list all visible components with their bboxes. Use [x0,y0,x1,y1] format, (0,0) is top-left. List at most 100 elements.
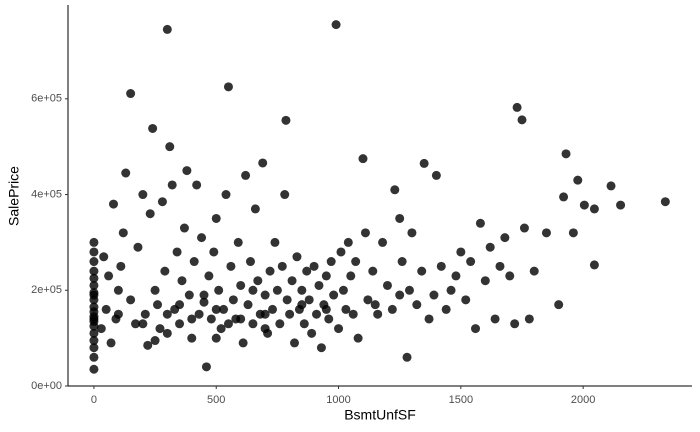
point [162,309,172,319]
point [223,319,233,329]
point [505,271,515,281]
point [395,290,405,300]
point [512,102,522,112]
point [554,300,564,310]
point [338,285,348,295]
point [331,20,341,30]
x-tick-label: 1500 [449,394,473,406]
point [211,333,221,343]
point [495,261,505,271]
point [277,261,287,271]
point [260,309,270,319]
point [155,324,165,334]
point [267,304,277,314]
point [157,197,167,207]
point [446,285,456,295]
point [334,324,344,334]
point [160,266,170,276]
point [407,228,417,238]
point [126,295,136,305]
point [285,309,295,319]
point [307,328,317,338]
x-axis-title: BsmtUnfSF [344,407,416,423]
point [417,266,427,276]
point [89,352,99,362]
point [89,280,99,290]
point [172,247,182,257]
point [179,223,189,233]
point [126,89,136,99]
point [248,285,258,295]
point [108,199,118,209]
point [363,295,373,305]
point [165,142,175,152]
y-tick-label: 4e+05 [31,188,62,200]
point [221,190,231,200]
point [309,261,319,271]
point [395,213,405,223]
point [500,233,510,243]
point [431,170,441,180]
point [297,300,307,310]
point [412,300,422,310]
point [214,285,224,295]
point [517,115,527,125]
point [143,340,153,350]
point [282,295,292,305]
y-tick-label: 6e+05 [31,93,62,105]
point [387,304,397,314]
y-tick-label: 0e+00 [31,380,62,392]
point [133,242,143,252]
point [99,252,109,262]
point [89,266,99,276]
point [187,314,197,324]
point [177,276,187,286]
point [131,319,141,329]
x-tick-label: 2000 [571,394,595,406]
point [238,338,248,348]
point [201,362,211,372]
point [348,309,358,319]
point [368,266,378,276]
point [346,271,356,281]
point [245,257,255,267]
point [616,200,626,210]
point [424,314,434,324]
point [236,314,246,324]
y-axis-title: SalePrice [6,166,22,226]
point [390,185,400,195]
point [233,237,243,247]
point [589,260,599,270]
point [211,304,221,314]
point [270,237,280,247]
point [351,257,361,267]
point [358,154,368,164]
point [373,309,383,319]
point [302,266,312,276]
point [272,285,282,295]
point [199,297,209,307]
point [89,237,99,247]
point [89,336,99,346]
point [260,324,270,334]
point [89,302,99,312]
point [113,309,123,319]
point [138,190,148,200]
point [96,324,106,334]
x-tick-label: 500 [207,394,225,406]
point [561,149,571,159]
point [138,319,148,329]
point [324,314,334,324]
point [353,333,363,343]
point [162,24,172,34]
point [89,328,99,338]
point [192,180,202,190]
point [89,343,99,353]
point [211,213,221,223]
point [167,180,177,190]
point [250,204,260,214]
point [150,285,160,295]
point [106,338,116,348]
